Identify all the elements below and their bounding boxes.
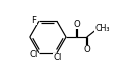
Text: Cl: Cl — [29, 50, 38, 59]
Text: Cl: Cl — [53, 53, 62, 62]
Text: F: F — [32, 16, 37, 25]
Text: O: O — [73, 20, 80, 29]
Text: O: O — [83, 45, 90, 54]
Text: CH₃: CH₃ — [96, 24, 110, 33]
Text: O: O — [94, 24, 101, 33]
